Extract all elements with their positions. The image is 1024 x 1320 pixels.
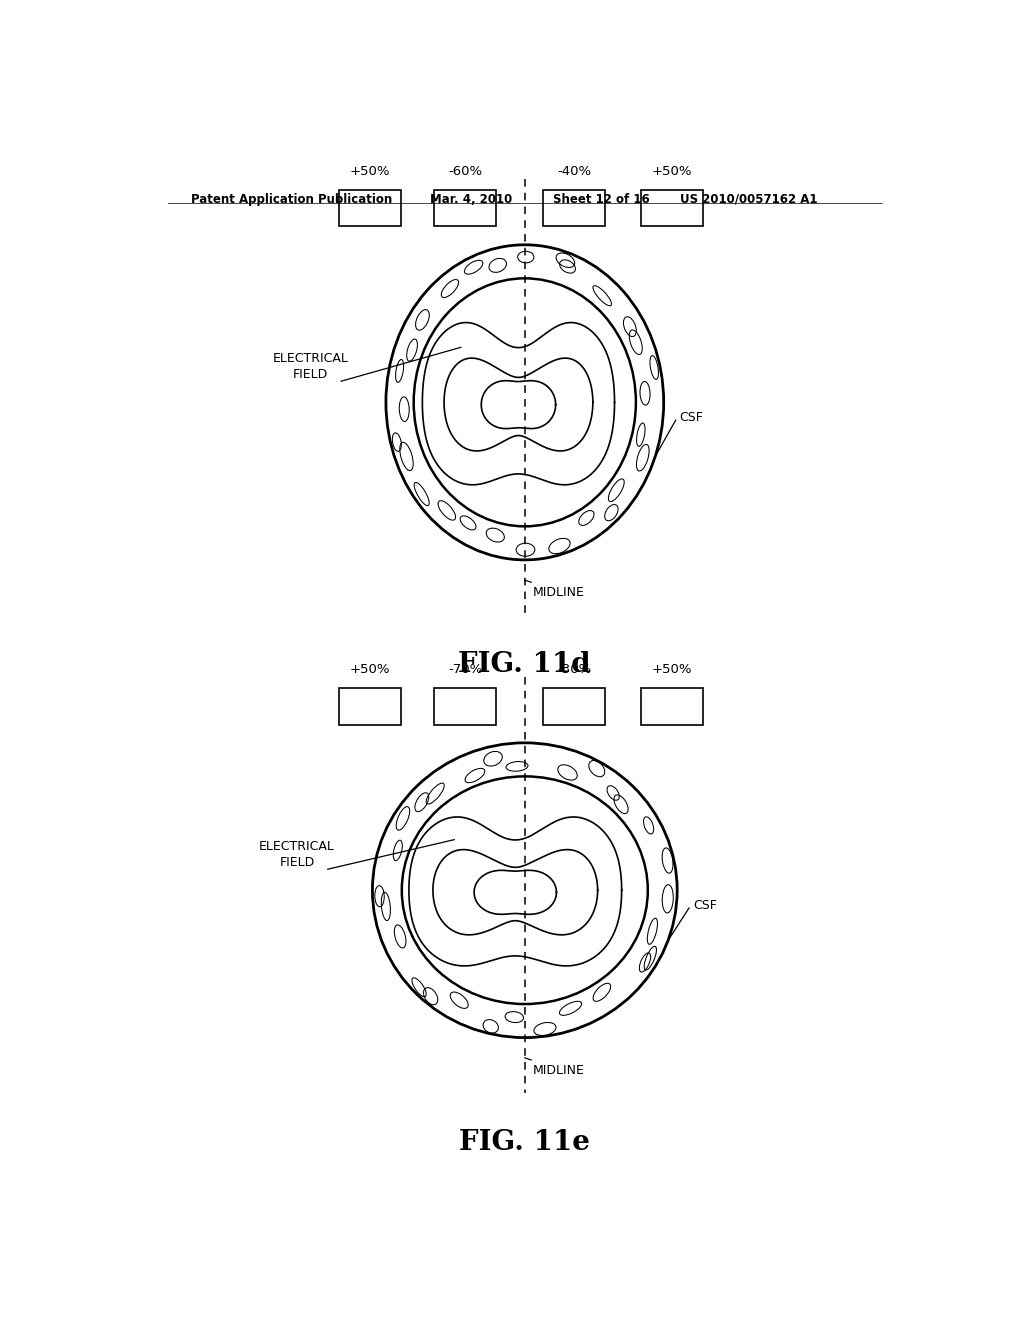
Text: Mar. 4, 2010: Mar. 4, 2010 (430, 193, 512, 206)
Bar (543, 688, 605, 725)
Text: Patent Application Publication: Patent Application Publication (191, 193, 393, 206)
Text: -70%: -70% (449, 663, 482, 676)
Text: Sheet 12 of 16: Sheet 12 of 16 (553, 193, 649, 206)
Bar (543, 190, 605, 227)
Text: FIELD: FIELD (280, 855, 314, 869)
Text: CSF: CSF (693, 899, 717, 912)
Text: -40%: -40% (557, 165, 591, 178)
Bar (434, 688, 497, 725)
Bar (641, 688, 702, 725)
Text: +50%: +50% (350, 663, 390, 676)
Bar (641, 190, 702, 227)
Text: FIG. 11e: FIG. 11e (460, 1129, 590, 1156)
Text: MIDLINE: MIDLINE (532, 1064, 585, 1077)
Text: -30%: -30% (557, 663, 591, 676)
Text: CSF: CSF (680, 411, 703, 424)
Bar (339, 688, 401, 725)
Bar (434, 190, 497, 227)
Text: +50%: +50% (651, 663, 692, 676)
Text: FIG. 11d: FIG. 11d (459, 651, 591, 678)
Text: US 2010/0057162 A1: US 2010/0057162 A1 (680, 193, 817, 206)
Text: FIELD: FIELD (293, 368, 328, 381)
Text: ELECTRICAL: ELECTRICAL (272, 351, 348, 364)
Text: +50%: +50% (350, 165, 390, 178)
Bar (339, 190, 401, 227)
Text: -60%: -60% (449, 165, 482, 178)
Text: MIDLINE: MIDLINE (532, 586, 585, 599)
Text: ELECTRICAL: ELECTRICAL (259, 840, 335, 853)
Text: +50%: +50% (651, 165, 692, 178)
